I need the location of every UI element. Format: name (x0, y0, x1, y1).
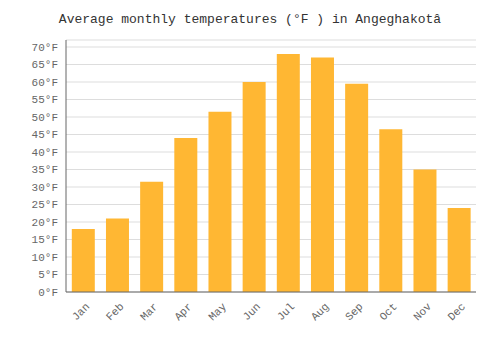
svg-text:25°F: 25°F (32, 199, 58, 211)
svg-text:May: May (206, 300, 229, 323)
svg-text:50°F: 50°F (32, 112, 58, 124)
svg-text:Jul: Jul (275, 301, 297, 323)
svg-text:40°F: 40°F (32, 147, 58, 159)
svg-text:30°F: 30°F (32, 182, 58, 194)
svg-text:Jun: Jun (241, 301, 263, 323)
html-text:Average monthly temperatures (: Average monthly temperatures (°F ) in An… (58, 12, 442, 27)
svg-text:15°F: 15°F (32, 234, 58, 246)
svg-text:0°F: 0°F (38, 287, 58, 299)
svg-text:10°F: 10°F (32, 252, 58, 264)
svg-text:60°F: 60°F (32, 77, 58, 89)
svg-text:Feb: Feb (104, 301, 126, 323)
svg-text:35°F: 35°F (32, 164, 58, 176)
svg-text:Oct: Oct (377, 301, 399, 323)
svg-text:Jan: Jan (70, 301, 92, 323)
svg-text:Mar: Mar (138, 301, 160, 323)
svg-text:70°F: 70°F (32, 42, 58, 54)
svg-text:Apr: Apr (172, 301, 194, 323)
svg-text:20°F: 20°F (32, 217, 58, 229)
svg-text:Nov: Nov (411, 300, 434, 323)
svg-text:Sep: Sep (343, 301, 365, 323)
svg-text:5°F: 5°F (38, 269, 58, 281)
svg-text:65°F: 65°F (32, 59, 58, 71)
svg-text:45°F: 45°F (32, 129, 58, 141)
svg-text:Dec: Dec (446, 301, 468, 323)
svg-text:Aug: Aug (309, 301, 331, 323)
svg-text:55°F: 55°F (32, 94, 58, 106)
